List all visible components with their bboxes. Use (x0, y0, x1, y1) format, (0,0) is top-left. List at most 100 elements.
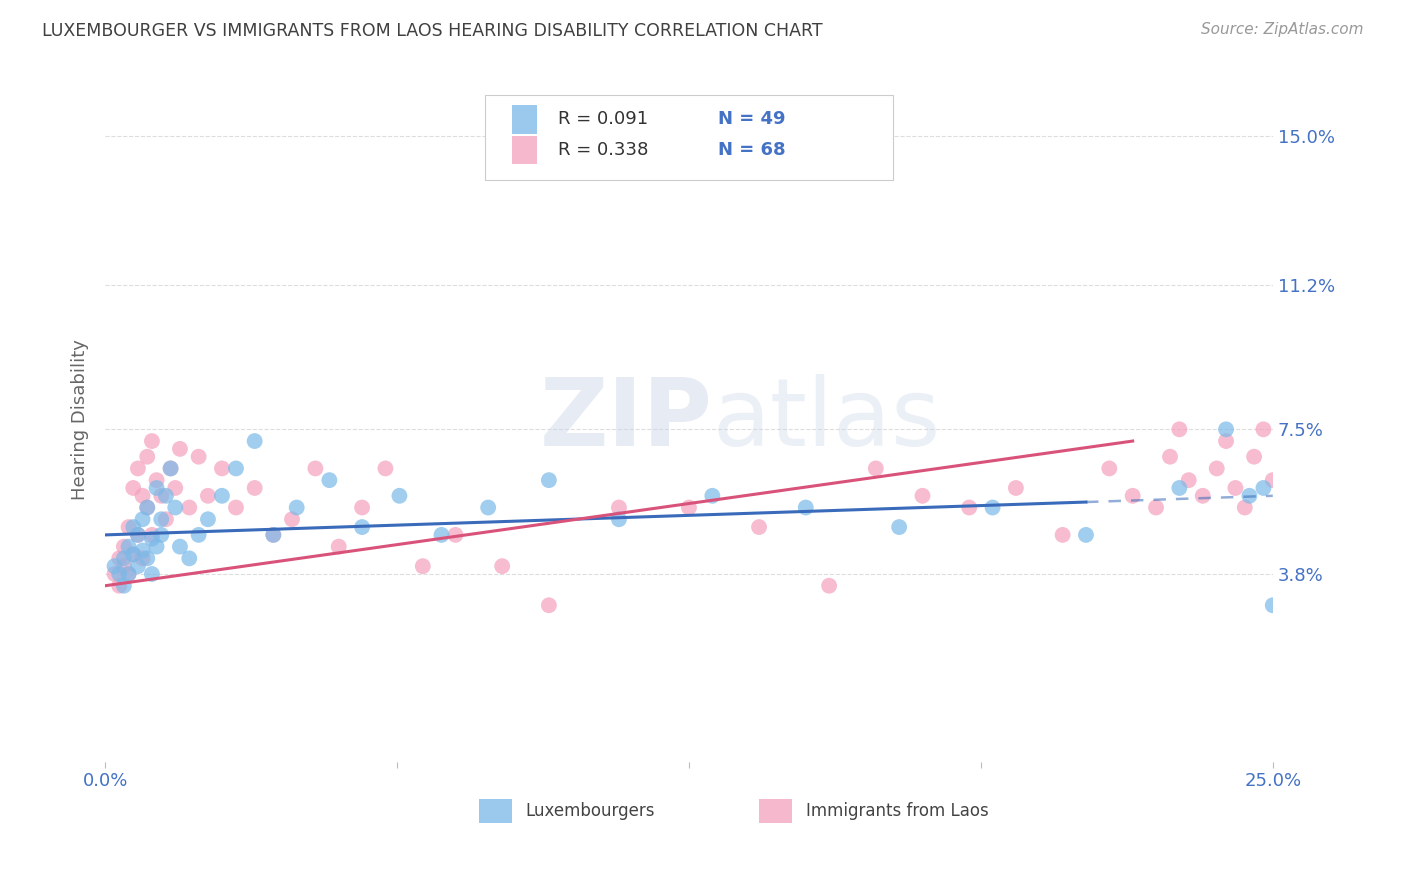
Point (1261, 473, 1284, 487)
Point (103, 559, 125, 574)
Point (981, 500, 1004, 515)
Point (136, 500, 159, 515)
Point (352, 520, 374, 534)
Text: N = 49: N = 49 (718, 111, 786, 128)
Point (318, 473, 340, 487)
Point (179, 500, 201, 515)
Point (136, 551, 159, 566)
Point (131, 551, 153, 566)
Point (112, 551, 135, 566)
Point (103, 566, 125, 581)
Point (197, 512, 219, 526)
Point (444, 528, 467, 542)
Point (352, 500, 374, 515)
Point (155, 512, 177, 526)
Point (1285, 434, 1308, 448)
Point (794, 500, 817, 515)
Point (131, 489, 153, 503)
Point (117, 520, 139, 534)
Point (374, 461, 396, 475)
Point (211, 489, 233, 503)
Point (122, 548, 145, 562)
Point (262, 528, 284, 542)
Point (911, 489, 934, 503)
Point (1168, 481, 1191, 495)
Point (1168, 422, 1191, 436)
Point (165, 481, 187, 495)
Bar (479, 798, 512, 823)
Point (477, 500, 499, 515)
Point (127, 559, 149, 574)
Point (169, 442, 191, 456)
Point (1225, 481, 1247, 495)
Point (112, 540, 135, 554)
Point (1239, 489, 1261, 503)
Point (117, 566, 139, 581)
Point (678, 500, 700, 515)
Point (150, 528, 173, 542)
Point (127, 528, 149, 542)
Text: N = 68: N = 68 (718, 141, 786, 159)
Point (957, 500, 980, 515)
Point (889, 520, 911, 534)
Point (1205, 461, 1227, 475)
Text: R = 0.338: R = 0.338 (558, 141, 648, 159)
Point (1144, 500, 1167, 515)
Point (211, 461, 233, 475)
Point (179, 551, 201, 566)
Point (131, 512, 153, 526)
Bar (512, 104, 537, 134)
Point (141, 532, 163, 546)
Point (108, 579, 131, 593)
Point (122, 548, 145, 562)
FancyBboxPatch shape (485, 95, 893, 180)
Point (1261, 599, 1284, 613)
Point (607, 500, 630, 515)
Point (108, 551, 131, 566)
Point (1215, 422, 1237, 436)
Point (127, 461, 149, 475)
Point (1253, 481, 1275, 495)
Text: Source: ZipAtlas.com: Source: ZipAtlas.com (1201, 22, 1364, 37)
Point (818, 579, 841, 593)
Point (169, 540, 191, 554)
Point (122, 481, 145, 495)
Point (1275, 461, 1298, 475)
Point (145, 481, 167, 495)
Point (281, 512, 304, 526)
Point (145, 473, 167, 487)
Point (145, 540, 167, 554)
Point (141, 434, 163, 448)
Point (1243, 450, 1265, 464)
Point (136, 450, 159, 464)
Text: ZIP: ZIP (540, 374, 713, 466)
Point (1098, 461, 1121, 475)
Text: atlas: atlas (713, 374, 941, 466)
Point (537, 599, 560, 613)
Point (131, 543, 153, 558)
Point (141, 566, 163, 581)
Point (225, 461, 247, 475)
Point (197, 489, 219, 503)
Point (1177, 473, 1199, 487)
Point (150, 489, 173, 503)
Point (304, 461, 326, 475)
Point (1122, 489, 1144, 503)
Text: Luxembourgers: Luxembourgers (526, 802, 655, 820)
Point (537, 473, 560, 487)
Point (1005, 481, 1028, 495)
Point (117, 566, 139, 581)
Point (159, 461, 181, 475)
Point (1215, 434, 1237, 448)
Point (702, 489, 724, 503)
Point (1191, 489, 1213, 503)
Point (165, 500, 187, 515)
Point (328, 540, 350, 554)
Point (150, 512, 173, 526)
Point (112, 559, 135, 574)
Point (187, 528, 209, 542)
Point (159, 461, 181, 475)
Text: Immigrants from Laos: Immigrants from Laos (806, 802, 988, 820)
Point (136, 500, 159, 515)
Point (285, 500, 308, 515)
